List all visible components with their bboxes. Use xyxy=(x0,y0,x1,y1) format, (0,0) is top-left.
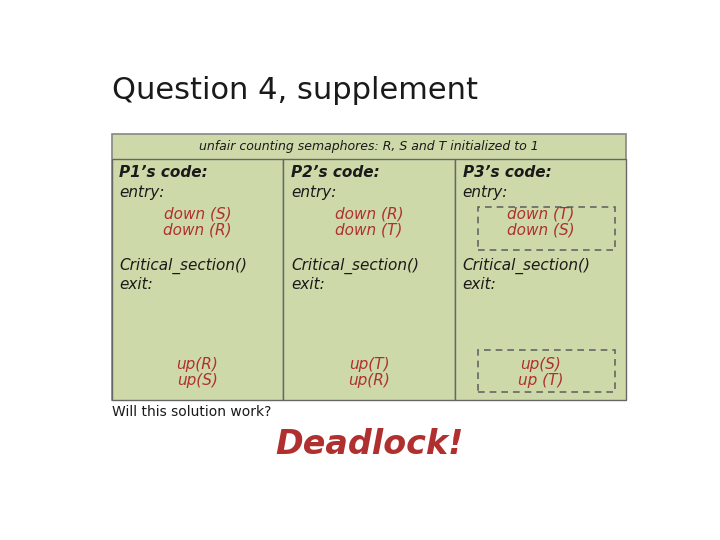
Text: up (T): up (T) xyxy=(518,373,563,388)
Text: Question 4, supplement: Question 4, supplement xyxy=(112,76,477,105)
Text: Critical_section(): Critical_section() xyxy=(462,257,590,273)
FancyBboxPatch shape xyxy=(283,159,455,400)
FancyBboxPatch shape xyxy=(478,350,615,392)
Text: down (S): down (S) xyxy=(163,206,231,221)
Text: entry:: entry: xyxy=(462,185,508,200)
FancyBboxPatch shape xyxy=(112,159,283,400)
Text: unfair counting semaphores: R, S and T initialized to 1: unfair counting semaphores: R, S and T i… xyxy=(199,140,539,153)
Text: Will this solution work?: Will this solution work? xyxy=(112,405,271,419)
Text: Critical_section(): Critical_section() xyxy=(120,257,248,273)
FancyBboxPatch shape xyxy=(455,159,626,400)
Text: Deadlock!: Deadlock! xyxy=(275,428,463,461)
FancyBboxPatch shape xyxy=(478,207,615,249)
Text: P1’s code:: P1’s code: xyxy=(120,165,208,180)
Text: entry:: entry: xyxy=(120,185,165,200)
Text: down (T): down (T) xyxy=(507,206,575,221)
FancyBboxPatch shape xyxy=(112,134,626,400)
Text: down (R): down (R) xyxy=(163,222,232,238)
Text: exit:: exit: xyxy=(462,278,496,292)
Text: P3’s code:: P3’s code: xyxy=(462,165,552,180)
Text: up(T): up(T) xyxy=(348,357,390,373)
Text: up(R): up(R) xyxy=(176,357,218,373)
Text: down (T): down (T) xyxy=(336,222,402,238)
Text: exit:: exit: xyxy=(291,278,325,292)
Text: up(S): up(S) xyxy=(177,373,218,388)
Text: up(R): up(R) xyxy=(348,373,390,388)
Text: up(S): up(S) xyxy=(520,357,561,373)
Text: entry:: entry: xyxy=(291,185,336,200)
Text: Critical_section(): Critical_section() xyxy=(291,257,419,273)
Text: down (S): down (S) xyxy=(507,222,575,238)
Text: exit:: exit: xyxy=(120,278,153,292)
Text: P2’s code:: P2’s code: xyxy=(291,165,379,180)
Text: down (R): down (R) xyxy=(335,206,403,221)
